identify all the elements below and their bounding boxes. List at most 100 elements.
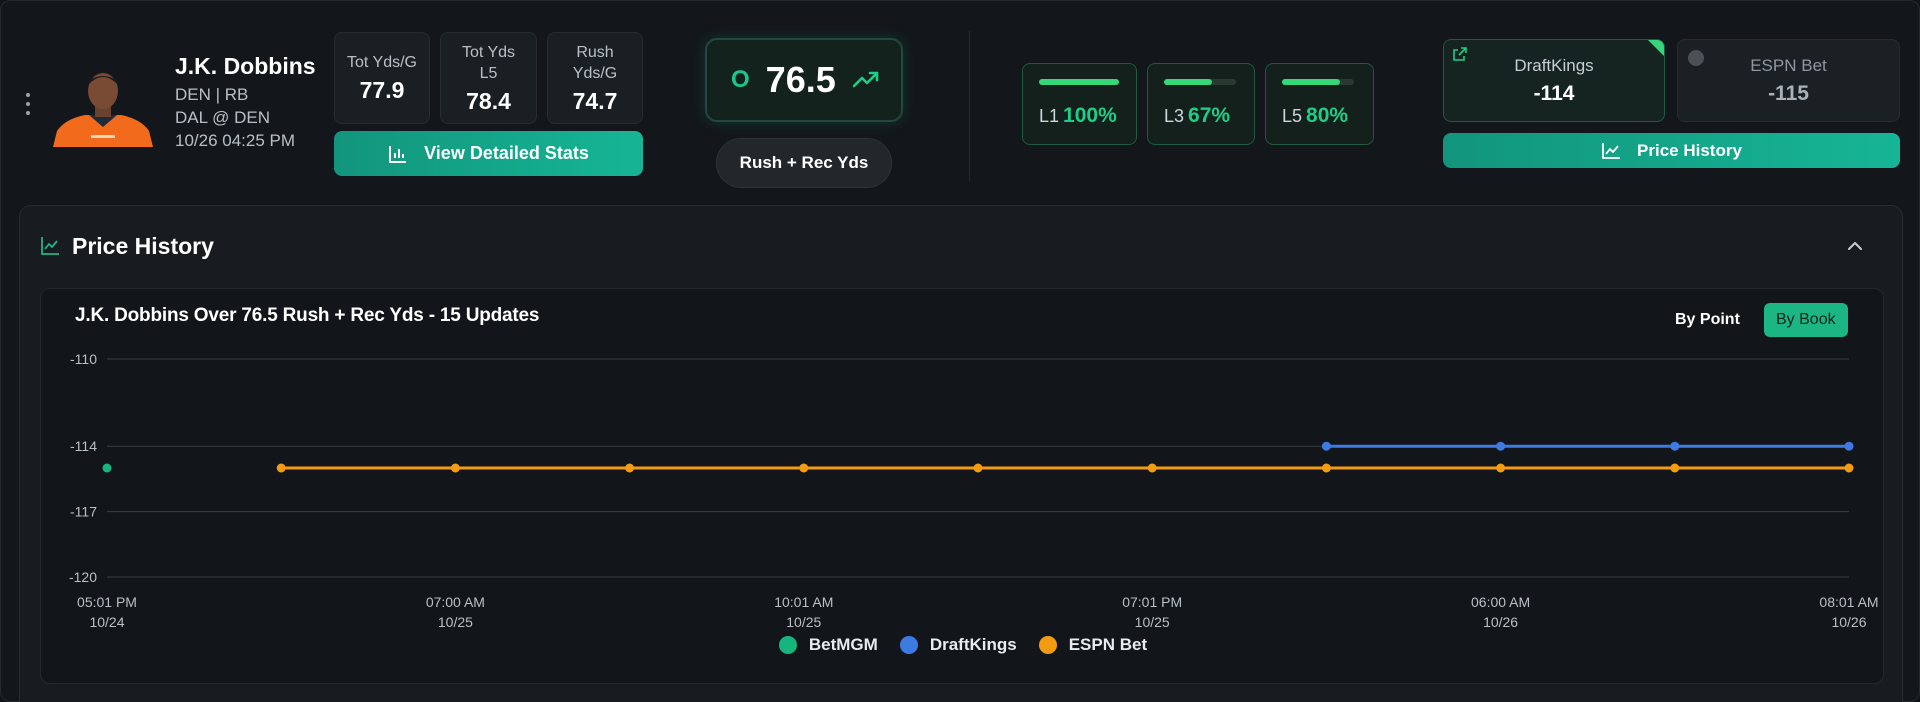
data-point-betmgm xyxy=(102,463,112,473)
trending-up-icon xyxy=(852,71,879,88)
y-tick-label: -110 xyxy=(70,351,97,367)
legend-swatch xyxy=(778,636,797,654)
data-point-draftkings xyxy=(1496,441,1506,451)
stat-box: Rush Yds/G 74.7 xyxy=(547,32,643,124)
legend-label: ESPN Bet xyxy=(1068,635,1148,654)
hit-rate-label: L5 xyxy=(1282,106,1303,126)
y-tick-label: -120 xyxy=(69,569,97,585)
data-point-espn-bet xyxy=(1670,463,1680,473)
x-tick-time: 07:00 AM xyxy=(426,594,485,610)
data-point-draftkings xyxy=(1321,441,1331,451)
book-odds: -114 xyxy=(1533,81,1575,105)
stat-label: Tot Yds L5 xyxy=(461,43,516,82)
legend-swatch xyxy=(899,636,918,654)
hit-rate-l5: L5 80% xyxy=(1265,63,1374,145)
stat-value: 77.9 xyxy=(359,77,405,103)
legend-swatch xyxy=(1038,636,1057,654)
stat-label: Rush Yds/G xyxy=(572,43,618,82)
data-point-draftkings xyxy=(1844,441,1854,451)
x-tick-date: 10/24 xyxy=(89,614,124,629)
hit-rate-label: L1 xyxy=(1039,106,1060,126)
market-type-pill[interactable]: Rush + Rec Yds xyxy=(716,138,892,188)
more-options-icon[interactable] xyxy=(25,93,31,115)
panel-title: Price History xyxy=(72,233,214,259)
player-matchup: DAL @ DEN xyxy=(175,108,271,127)
book-espn-bet[interactable]: ESPN Bet -115 xyxy=(1677,39,1900,122)
view-detailed-stats-button[interactable]: View Detailed Stats xyxy=(334,131,643,176)
book-name: ESPN Bet xyxy=(1750,55,1827,75)
data-point-espn-bet xyxy=(1321,463,1331,473)
price-history-button[interactable]: Price History xyxy=(1443,133,1900,168)
player-avatar xyxy=(51,71,155,147)
x-tick-date: 10/25 xyxy=(786,614,821,629)
price-history-label: Price History xyxy=(1637,140,1742,160)
divider xyxy=(969,31,970,181)
legend-label: BetMGM xyxy=(808,635,878,654)
data-point-espn-bet xyxy=(973,463,983,473)
hit-rate-value: 80% xyxy=(1306,104,1349,127)
book-draftkings[interactable]: DraftKings -114 xyxy=(1443,39,1665,122)
player-name: J.K. Dobbins xyxy=(175,53,316,79)
stat-value: 74.7 xyxy=(572,87,618,114)
book-odds: -115 xyxy=(1768,81,1809,105)
chart-title: J.K. Dobbins Over 76.5 Rush + Rec Yds - … xyxy=(75,305,540,326)
x-tick-time: 07:01 PM xyxy=(1122,594,1182,610)
hit-rate-value: 67% xyxy=(1188,104,1231,127)
x-tick-time: 08:01 AM xyxy=(1819,594,1878,610)
x-tick-time: 10:01 AM xyxy=(774,594,833,610)
external-link-icon[interactable] xyxy=(1452,46,1468,62)
hit-rate-text: L5 80% xyxy=(1282,104,1348,128)
y-tick-label: -117 xyxy=(70,504,97,520)
hit-rate-fill xyxy=(1282,79,1340,85)
hit-rate-l1: L1 100% xyxy=(1022,63,1137,145)
game-datetime: 10/26 04:25 PM xyxy=(175,131,296,150)
over-under-indicator: O xyxy=(731,66,750,93)
prop-line-value: 76.5 xyxy=(765,59,836,100)
hit-rate-fill xyxy=(1164,79,1213,85)
legend-item[interactable]: DraftKings xyxy=(899,635,1017,655)
view-detailed-stats-label: View Detailed Stats xyxy=(424,143,589,163)
prop-line-box[interactable]: O 76.5 xyxy=(705,38,903,122)
hit-rate-bar xyxy=(1282,79,1354,85)
data-point-espn-bet xyxy=(450,463,460,473)
y-tick-label: -114 xyxy=(70,438,97,454)
data-point-draftkings xyxy=(1670,441,1680,451)
by-point-toggle[interactable]: By Point xyxy=(1675,311,1740,328)
chart-legend: BetMGM DraftKings ESPN Bet xyxy=(41,635,1885,655)
hit-rate-bar xyxy=(1039,79,1119,85)
data-point-espn-bet xyxy=(625,463,635,473)
player-team-position: DEN | RB xyxy=(175,85,249,104)
line-chart-icon xyxy=(41,237,59,255)
legend-item[interactable]: BetMGM xyxy=(778,635,878,655)
by-book-toggle[interactable]: By Book xyxy=(1764,303,1848,337)
data-point-espn-bet xyxy=(799,463,809,473)
hit-rate-text: L1 100% xyxy=(1039,104,1117,128)
stat-box: Tot Yds L5 78.4 xyxy=(440,32,537,124)
x-tick-date: 10/25 xyxy=(438,614,473,629)
data-point-espn-bet xyxy=(1496,463,1506,473)
price-history-chart: J.K. Dobbins Over 76.5 Rush + Rec Yds - … xyxy=(40,288,1884,684)
stat-label: Tot Yds/G xyxy=(347,54,417,71)
x-tick-date: 10/25 xyxy=(1135,614,1170,629)
hit-rate-fill xyxy=(1039,79,1119,85)
x-tick-date: 10/26 xyxy=(1483,614,1518,629)
legend-item[interactable]: ESPN Bet xyxy=(1038,635,1148,655)
x-tick-time: 06:00 AM xyxy=(1471,594,1530,610)
data-point-espn-bet xyxy=(1147,463,1157,473)
hit-rate-l3: L3 67% xyxy=(1147,63,1255,145)
hit-rate-text: L3 67% xyxy=(1164,104,1230,128)
x-tick-time: 05:01 PM xyxy=(77,594,137,610)
price-history-panel: Price History J.K. Dobbins Over 76.5 Rus… xyxy=(19,205,1903,702)
legend-label: DraftKings xyxy=(929,635,1017,654)
chevron-up-icon[interactable] xyxy=(1846,240,1864,252)
stat-value: 78.4 xyxy=(466,87,511,114)
hit-rate-value: 100% xyxy=(1063,104,1117,127)
bar-chart-icon xyxy=(389,145,407,163)
hit-rate-label: L3 xyxy=(1164,106,1185,126)
best-odds-marker xyxy=(1648,40,1664,56)
stat-box: Tot Yds/G 77.9 xyxy=(334,32,430,124)
data-point-espn-bet xyxy=(1844,463,1854,473)
book-name: DraftKings xyxy=(1514,55,1594,75)
x-tick-date: 10/26 xyxy=(1831,614,1866,629)
